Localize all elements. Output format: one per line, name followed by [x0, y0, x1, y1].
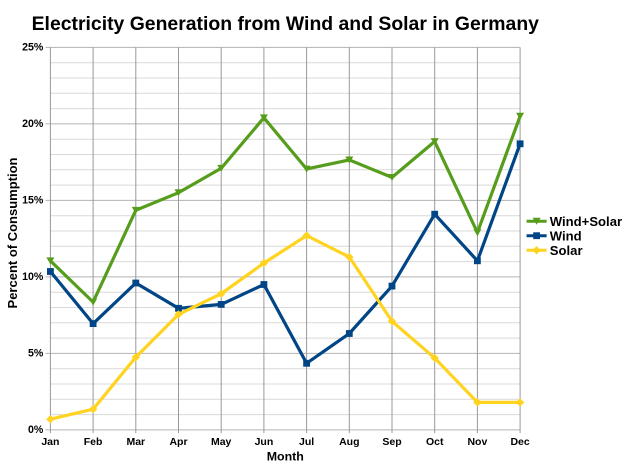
svg-text:0%: 0%	[28, 424, 44, 436]
svg-text:Electricity Generation from Wi: Electricity Generation from Wind and Sol…	[32, 13, 540, 35]
svg-text:Wind: Wind	[550, 229, 582, 244]
svg-text:25%: 25%	[22, 42, 44, 54]
svg-text:Solar: Solar	[550, 243, 583, 258]
svg-text:Jan: Jan	[41, 436, 59, 448]
svg-text:Aug: Aug	[339, 436, 359, 448]
svg-text:May: May	[211, 436, 232, 448]
svg-text:Percent of Consumption: Percent of Consumption	[5, 157, 20, 308]
svg-text:Oct: Oct	[426, 436, 444, 448]
svg-text:15%: 15%	[22, 195, 44, 207]
svg-text:Sep: Sep	[382, 436, 401, 448]
svg-text:Wind+Solar: Wind+Solar	[550, 214, 622, 229]
svg-text:Month: Month	[267, 450, 304, 464]
svg-text:Jun: Jun	[255, 436, 274, 448]
svg-text:5%: 5%	[28, 348, 44, 360]
svg-text:Jul: Jul	[299, 436, 314, 448]
svg-text:Feb: Feb	[84, 436, 103, 448]
svg-text:Nov: Nov	[467, 436, 487, 448]
svg-text:10%: 10%	[22, 271, 44, 283]
svg-text:Dec: Dec	[510, 436, 529, 448]
svg-text:Apr: Apr	[169, 436, 187, 448]
svg-text:Mar: Mar	[126, 436, 145, 448]
svg-text:20%: 20%	[22, 118, 44, 130]
